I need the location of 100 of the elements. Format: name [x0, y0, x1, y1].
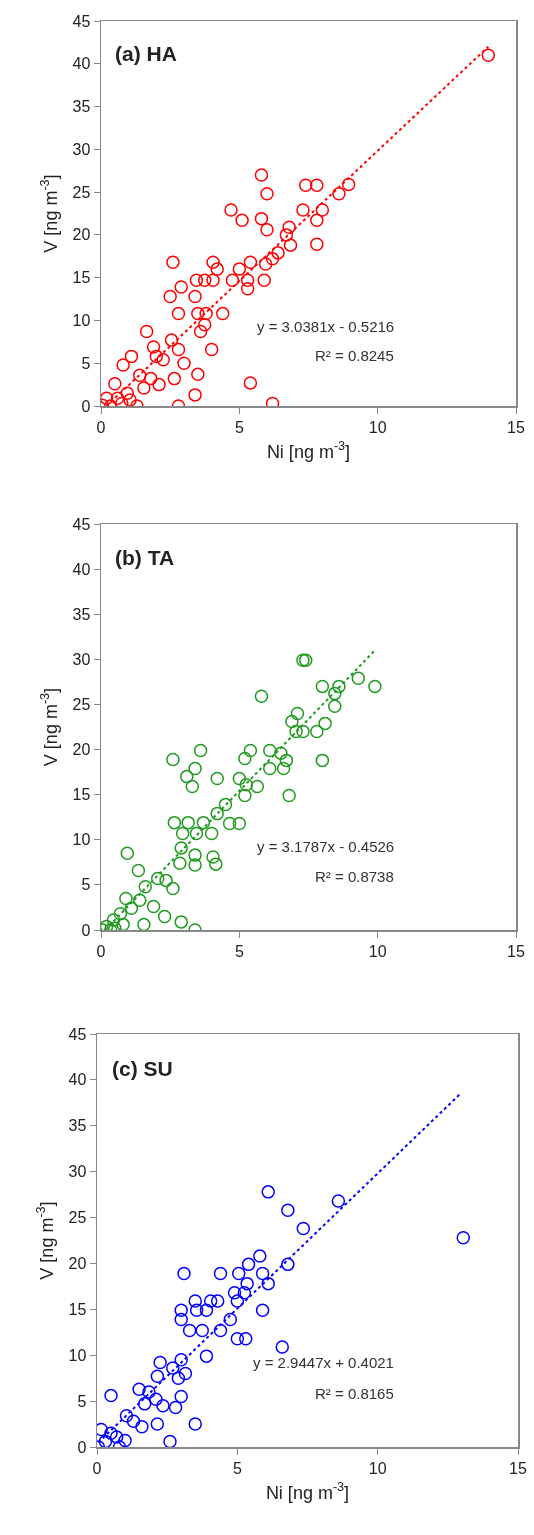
x-tick-label: 0 — [92, 1459, 102, 1477]
y-tick-label: 15 — [72, 786, 91, 804]
point — [213, 1323, 228, 1338]
point — [230, 1294, 245, 1308]
point — [195, 1323, 209, 1338]
y-tick-label: 5 — [81, 876, 91, 894]
point — [331, 1194, 346, 1208]
point — [203, 1294, 218, 1308]
y-tick-label: 15 — [68, 1300, 87, 1318]
y-tick-label: 45 — [72, 515, 91, 533]
point — [281, 1203, 295, 1217]
point — [171, 1371, 186, 1385]
x-axis-title: Ni [ng m$^{-3}$] — [266, 438, 351, 462]
point — [210, 1294, 225, 1308]
x-axis-title: Ni [ng m$^{-3}$] — [265, 1479, 350, 1503]
point — [199, 1303, 214, 1317]
y-tick-label: 35 — [72, 605, 91, 623]
point — [174, 1353, 188, 1367]
annotation: y = 3.1787x - 0.4526 — [257, 838, 395, 855]
annotation: y = 2.9447x + 0.4021 — [253, 1354, 394, 1371]
point — [261, 1276, 275, 1291]
point — [153, 1355, 167, 1370]
y-tick-label: 30 — [72, 650, 91, 668]
y-tick-label: 5 — [77, 1392, 87, 1410]
point — [230, 1331, 245, 1346]
text: (b) TA — [115, 546, 175, 569]
x-tick-label: 5 — [234, 942, 244, 960]
point — [119, 1409, 134, 1423]
y-tick-label: 35 — [72, 98, 91, 116]
point — [174, 1312, 188, 1327]
annotation: R² = 0.8738 — [315, 868, 394, 885]
point — [104, 1388, 118, 1403]
point — [456, 1231, 471, 1245]
point — [174, 1389, 188, 1404]
point — [188, 1294, 202, 1308]
y-tick-label: 30 — [68, 1163, 87, 1181]
text: (c) SU — [112, 1057, 173, 1080]
point — [166, 1361, 180, 1375]
y-tick-label: 0 — [77, 1438, 87, 1456]
point — [163, 1434, 177, 1447]
point — [255, 1266, 270, 1281]
point — [178, 1366, 193, 1381]
point — [174, 1303, 188, 1317]
point — [149, 1392, 163, 1407]
point — [135, 1420, 149, 1434]
y-tick-label: 20 — [72, 741, 91, 759]
point — [150, 1417, 165, 1431]
point — [168, 1400, 183, 1415]
point — [253, 1249, 267, 1263]
point — [240, 1276, 254, 1291]
point — [281, 1257, 295, 1272]
x-tick-label: 10 — [368, 1459, 387, 1477]
y-tick-label: 10 — [72, 831, 91, 849]
point — [237, 1286, 252, 1300]
point — [239, 1331, 253, 1346]
point — [137, 1397, 152, 1411]
x-tick-label: 10 — [368, 418, 387, 436]
y-tick-label: 40 — [72, 560, 91, 578]
x-tick-label: 0 — [96, 942, 106, 960]
x-tick-label: 15 — [507, 942, 525, 960]
point — [142, 1385, 156, 1399]
point — [296, 1221, 311, 1236]
y-tick-label: 25 — [72, 183, 91, 201]
point — [227, 1286, 242, 1300]
x-tick-label: 5 — [234, 418, 244, 436]
y-tick-label: 25 — [68, 1209, 87, 1227]
point — [109, 1430, 124, 1444]
point — [104, 1426, 118, 1440]
point — [189, 1303, 204, 1317]
y-tick-label: 45 — [68, 1025, 87, 1043]
point — [261, 1185, 275, 1199]
point — [188, 1417, 202, 1431]
y-tick-label: 20 — [68, 1255, 87, 1273]
point — [118, 1433, 132, 1447]
y-tick-label: 10 — [72, 312, 91, 330]
point — [213, 1266, 228, 1281]
point — [199, 1349, 214, 1363]
point — [241, 1257, 256, 1272]
y-tick-label: 0 — [81, 921, 91, 939]
y-tick-label: 35 — [68, 1117, 87, 1135]
annotation: R² = 0.8245 — [315, 347, 394, 364]
point — [126, 1414, 141, 1429]
point — [223, 1312, 238, 1327]
annotation: y = 3.0381x - 0.5216 — [257, 318, 395, 335]
y-tick-label: 0 — [81, 397, 91, 415]
point — [177, 1266, 191, 1281]
y-tick-label: 15 — [72, 269, 91, 287]
y-tick-label: 25 — [72, 696, 91, 714]
y-tick-label: 30 — [72, 140, 91, 158]
point — [132, 1382, 146, 1396]
point — [255, 1303, 270, 1317]
y-tick-label: 10 — [68, 1346, 87, 1364]
point — [232, 1266, 246, 1281]
y-tick-label: 20 — [72, 226, 91, 244]
y-tick-label: 40 — [68, 1071, 87, 1089]
x-tick-label: 15 — [509, 1459, 527, 1477]
x-tick-label: 5 — [232, 1459, 242, 1477]
x-tick-label: 0 — [96, 418, 106, 436]
point — [98, 1434, 113, 1447]
point — [150, 1369, 165, 1384]
